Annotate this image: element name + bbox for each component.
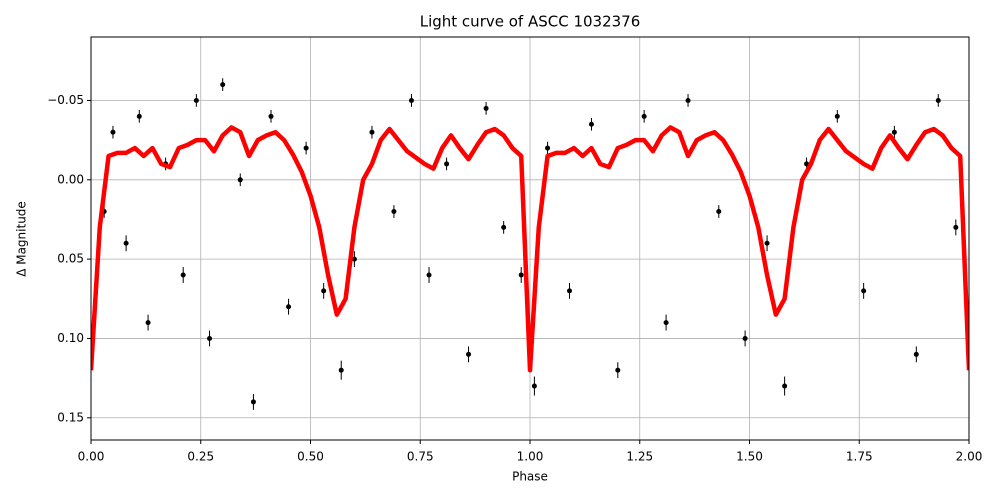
- data-point: [237, 177, 243, 183]
- data-point: [321, 288, 327, 294]
- y-tick-label: 0.05: [57, 252, 84, 266]
- data-point: [369, 129, 375, 135]
- y-tick-label: −0.05: [47, 93, 84, 107]
- data-point: [764, 240, 770, 246]
- data-point: [935, 97, 941, 103]
- x-tick-label: 1.00: [517, 450, 544, 464]
- data-point: [716, 209, 722, 215]
- data-point: [408, 97, 414, 103]
- data-point: [588, 121, 594, 127]
- data-point: [136, 113, 142, 119]
- data-point: [466, 351, 472, 357]
- data-point: [110, 129, 116, 135]
- x-tick-label: 1.25: [626, 450, 653, 464]
- data-point: [483, 105, 489, 111]
- data-point: [501, 224, 507, 230]
- x-tick-label: 2.00: [956, 450, 983, 464]
- data-point: [180, 272, 186, 278]
- y-axis-label: Δ Magnitude: [15, 201, 29, 277]
- data-point: [953, 224, 959, 230]
- y-tick-label: 0.15: [57, 410, 84, 424]
- data-point: [207, 335, 213, 341]
- x-tick-label: 0.75: [407, 450, 434, 464]
- data-point: [663, 320, 669, 326]
- chart-title: Light curve of ASCC 1032376: [420, 13, 641, 31]
- data-point: [615, 367, 621, 373]
- data-point: [268, 113, 274, 119]
- data-point: [444, 161, 450, 167]
- data-point: [145, 320, 151, 326]
- x-axis-label: Phase: [512, 470, 548, 484]
- x-tick-label: 1.75: [846, 450, 873, 464]
- y-tick-label: 0.10: [57, 331, 84, 345]
- x-tick-label: 0.50: [297, 450, 324, 464]
- data-point: [286, 304, 292, 310]
- data-point: [861, 288, 867, 294]
- data-point: [123, 240, 129, 246]
- plot-frame: [90, 36, 970, 441]
- data-point: [250, 399, 256, 405]
- data-point: [303, 145, 309, 151]
- data-point: [742, 335, 748, 341]
- x-tick-label: 0.00: [78, 450, 105, 464]
- data-point: [545, 145, 551, 151]
- data-point: [338, 367, 344, 373]
- plot-area: [91, 78, 969, 410]
- data-point: [220, 82, 226, 88]
- data-point: [834, 113, 840, 119]
- y-tick-label: 0.00: [57, 172, 84, 186]
- data-point: [426, 272, 432, 278]
- x-tick-label: 1.50: [736, 450, 763, 464]
- x-tick-label: 0.25: [187, 450, 214, 464]
- data-point: [685, 97, 691, 103]
- data-point: [567, 288, 573, 294]
- data-point: [518, 272, 524, 278]
- data-point: [531, 383, 537, 389]
- model-curve: [91, 125, 969, 373]
- data-point: [193, 97, 199, 103]
- data-point: [351, 256, 357, 262]
- data-point: [891, 129, 897, 135]
- data-point: [391, 209, 397, 215]
- data-point: [641, 113, 647, 119]
- data-point: [782, 383, 788, 389]
- data-point: [913, 351, 919, 357]
